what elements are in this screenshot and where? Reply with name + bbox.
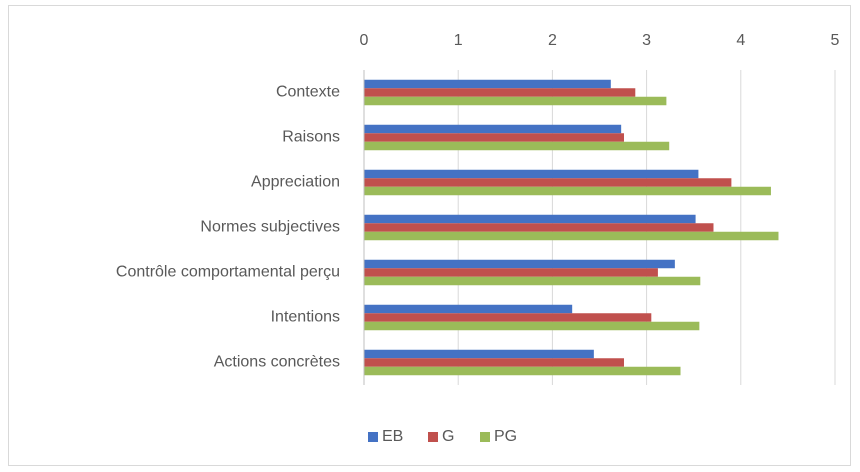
- legend-swatch: [428, 432, 438, 442]
- bar: [364, 304, 573, 314]
- y-tick-label: Contexte: [276, 84, 340, 101]
- legend-label: G: [442, 428, 454, 445]
- bar: [364, 268, 658, 277]
- legend-swatch: [480, 432, 490, 442]
- legend-label: EB: [382, 428, 403, 445]
- legend-label: PG: [494, 428, 517, 445]
- bar: [364, 231, 779, 241]
- y-tick-label: Normes subjectives: [200, 219, 340, 236]
- bar: [364, 79, 611, 89]
- legend-swatch: [368, 432, 378, 442]
- bar: [364, 223, 714, 232]
- bar: [364, 124, 622, 134]
- bar: [364, 358, 624, 367]
- y-tick-label: Actions concrètes: [214, 354, 340, 371]
- bar: [364, 214, 696, 224]
- x-tick-label: 0: [360, 32, 369, 49]
- bar: [364, 259, 675, 269]
- bar: [364, 133, 624, 142]
- x-tick-label: 1: [454, 32, 463, 49]
- bar: [364, 321, 700, 331]
- bar: [364, 178, 732, 187]
- bar: [364, 186, 771, 196]
- bar: [364, 141, 670, 151]
- x-tick-label: 4: [736, 32, 745, 49]
- bar: [364, 366, 681, 376]
- bar: [364, 169, 699, 179]
- y-tick-label: Raisons: [282, 129, 340, 146]
- x-tick-label: 2: [548, 32, 557, 49]
- x-tick-label: 3: [642, 32, 651, 49]
- bar: [364, 276, 701, 286]
- x-tick-label: 5: [831, 32, 840, 49]
- y-tick-label: Appreciation: [251, 174, 340, 191]
- y-tick-label: Intentions: [271, 309, 340, 326]
- bar: [364, 349, 594, 359]
- y-tick-label: Contrôle comportamental perçu: [116, 264, 340, 281]
- bar: [364, 88, 636, 97]
- bar: [364, 96, 667, 106]
- bar: [364, 313, 652, 322]
